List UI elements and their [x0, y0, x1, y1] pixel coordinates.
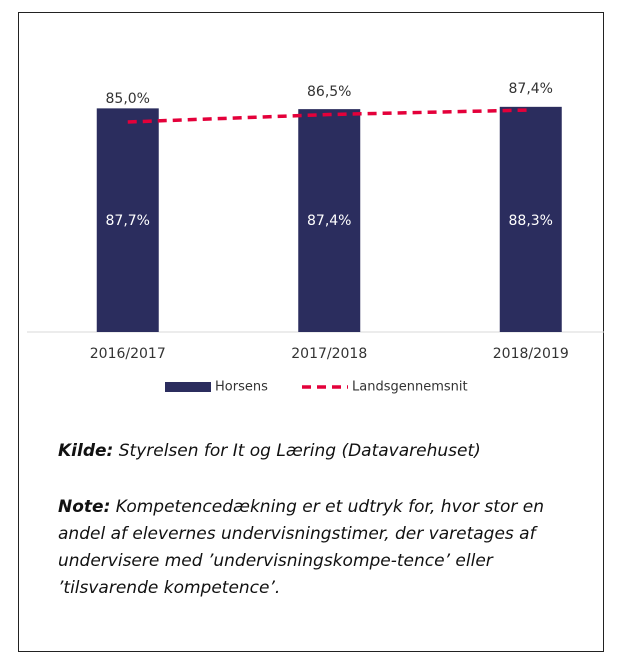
bar-value-label: 88,3%: [509, 213, 553, 229]
x-tick-label: 2018/2019: [493, 346, 569, 362]
legend-label: Landsgennemsnit: [352, 380, 468, 395]
line: [127, 108, 531, 124]
bar-value-label: 87,7%: [106, 213, 150, 229]
bar: [298, 109, 361, 332]
legend-label: Horsens: [215, 380, 268, 395]
page: 2016/2017 2017/2018 2018/2019 87,7% 87,4% 88,…: [18, 12, 604, 652]
source-text: Styrelsen for It og Læring (Datavarehuse…: [118, 441, 481, 461]
line-value-label: 87,4%: [509, 81, 553, 97]
source-label: Kilde:: [58, 441, 114, 461]
source: Kilde: Styrelsen for It og Læring (Datav…: [58, 438, 588, 465]
x-tick-label: 2016/2017: [90, 346, 166, 362]
bar-value-label: 87,4%: [307, 213, 351, 229]
note-label: Note:: [58, 497, 111, 517]
line-value-label: 85,0%: [106, 91, 150, 107]
x-tick-label: 2017/2018: [291, 346, 367, 362]
legend-swatch: [165, 382, 211, 392]
line-value-label: 86,5%: [307, 84, 351, 100]
note-text: Kompetencedækning er et udtryk for, hvor…: [58, 497, 544, 598]
note: Note: Kompetencedækning er et udtryk for…: [58, 494, 588, 602]
chart: 2016/2017 2017/2018 2018/2019 87,7% 87,4% 88,…: [27, 81, 604, 395]
bar: [499, 106, 562, 333]
bar: [96, 108, 159, 333]
